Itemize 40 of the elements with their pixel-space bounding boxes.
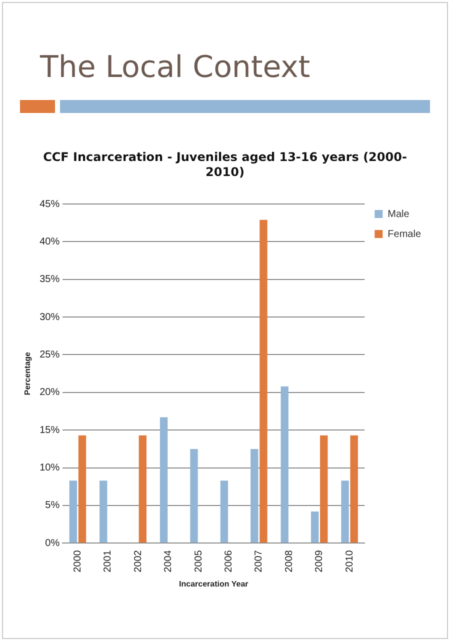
x-tick-label: 2004 [163, 550, 174, 572]
x-tick-label: 2001 [102, 550, 114, 572]
x-axis-title: Incarceration Year [179, 579, 248, 588]
y-tick-label: 5% [45, 500, 60, 512]
bar [280, 386, 288, 543]
legend-label: Female [388, 228, 422, 240]
y-tick-label: 35% [40, 274, 60, 286]
bar [138, 435, 147, 543]
bar [260, 220, 268, 543]
y-axis-title: Percentage [23, 351, 32, 396]
y-tick-label: 10% [40, 462, 60, 474]
y-tick-label: 30% [40, 312, 60, 323]
y-tick-label: 0% [45, 538, 60, 549]
x-tick-label: 2006 [223, 550, 234, 572]
y-tick-label: 20% [40, 387, 60, 398]
bar [100, 480, 108, 543]
x-tick-label: 2008 [284, 550, 295, 572]
chart-title: CCF Incarceration - Juveniles aged 13-16 years (2000-2010) [42, 150, 408, 180]
bar [250, 448, 258, 543]
bar [341, 480, 349, 543]
bar [69, 480, 78, 543]
y-tick-label: 15% [40, 424, 60, 436]
x-tick-label: 2007 [254, 550, 265, 572]
x-tick-label: 2005 [193, 550, 204, 572]
bar [160, 417, 168, 543]
chart-subtitle: The Local Context [40, 50, 310, 85]
bar [220, 480, 228, 543]
x-tick-label: 2000 [72, 550, 84, 572]
x-tick-label: 2002 [132, 550, 144, 572]
legend-label: Male [388, 208, 410, 220]
bar [310, 512, 319, 543]
bar [350, 435, 358, 543]
x-tick-label: 2009 [314, 550, 326, 572]
bar [78, 435, 86, 543]
y-tick-label: 25% [40, 349, 60, 360]
y-tick-label: 45% [40, 198, 60, 210]
bar [190, 448, 198, 543]
x-tick-label: 2010 [344, 550, 356, 572]
y-tick-label: 40% [40, 236, 60, 248]
bar [320, 435, 328, 543]
